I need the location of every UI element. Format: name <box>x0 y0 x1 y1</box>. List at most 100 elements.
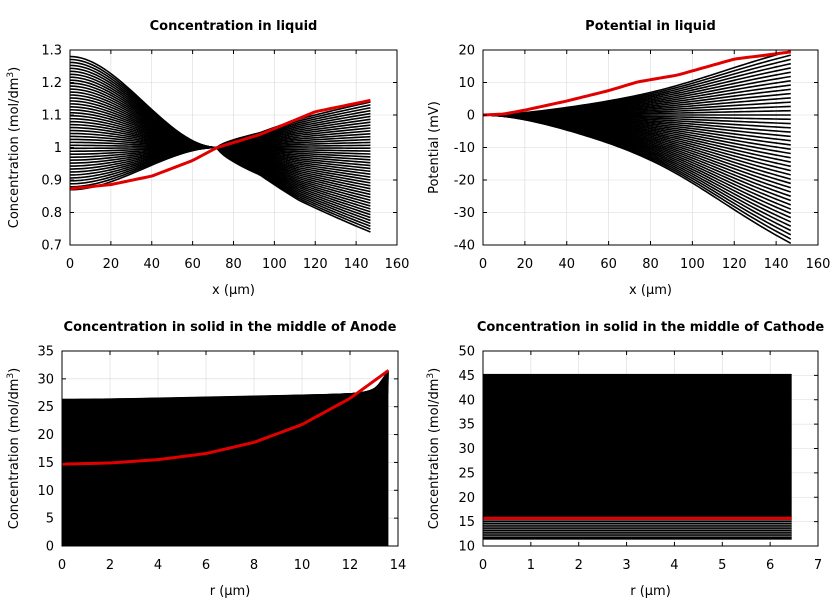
panel-solid-cathode: 0 1 2 3 4 5 6 7101520253035404550Concentration … <box>426 320 824 599</box>
y-tick-label: 1.2 <box>41 76 62 91</box>
y-tick-label: 20 <box>458 491 475 506</box>
x-tick-label: 60 <box>184 257 201 272</box>
y-tick-label: 35 <box>37 345 54 360</box>
y-axis-label: Concentration (mol/dm3) <box>426 368 442 530</box>
series-line-black <box>62 376 389 445</box>
x-tick-label: 12 <box>342 558 359 573</box>
y-tick-label: 5 <box>46 512 54 527</box>
series-line-black <box>62 384 389 422</box>
x-axis-label: r (µm) <box>630 584 671 599</box>
series-fill <box>483 373 792 540</box>
x-tick-label: 120 <box>722 257 747 272</box>
series-line-black <box>62 376 389 447</box>
x-tick-label: 100 <box>262 257 287 272</box>
x-axis-label: x (µm) <box>212 283 255 298</box>
series-line-black <box>62 377 389 442</box>
x-tick-label: 10 <box>294 558 311 573</box>
series-line-black <box>483 114 792 245</box>
series-line-black <box>62 371 389 460</box>
series-line-black <box>62 384 389 424</box>
x-tick-label: 140 <box>344 257 369 272</box>
y-tick-label: -30 <box>454 206 475 221</box>
y-tick-label: 1.1 <box>41 109 62 124</box>
y-tick-label: 0 <box>467 109 475 124</box>
y-tick-label: -10 <box>454 141 475 156</box>
x-tick-label: 80 <box>642 257 659 272</box>
series-line-black <box>62 379 389 439</box>
x-tick-label: 5 <box>718 558 726 573</box>
series-line-red <box>70 98 371 191</box>
x-tick-label: 6 <box>766 558 774 573</box>
y-axis-label: Potential (mV) <box>427 101 442 194</box>
x-tick-label: 20 <box>103 257 120 272</box>
series-line-black <box>70 55 371 233</box>
series-line-black <box>62 381 389 432</box>
x-tick-label: 7 <box>814 558 822 573</box>
y-tick-label: 0.8 <box>41 206 62 221</box>
y-tick-label: -20 <box>454 174 475 189</box>
chart-title: Concentration in solid in the middle of … <box>64 320 397 335</box>
y-tick-label: 0.9 <box>41 174 62 189</box>
x-tick-label: 3 <box>622 558 630 573</box>
chart-title: Potential in liquid <box>585 19 716 34</box>
x-tick-label: 80 <box>225 257 242 272</box>
y-tick-label: 35 <box>458 418 475 433</box>
chart-title: Concentration in solid in the middle of … <box>477 320 825 335</box>
y-tick-label: 25 <box>458 466 475 481</box>
series-line-black <box>62 382 389 429</box>
x-tick-label: 8 <box>250 558 258 573</box>
y-tick-label: 20 <box>37 428 54 443</box>
plot-area <box>62 369 390 546</box>
y-tick-label: 1 <box>54 141 62 156</box>
x-tick-label: 0 <box>66 257 74 272</box>
y-tick-label: 1.3 <box>41 44 62 59</box>
series-line-black <box>62 370 389 465</box>
series-line-black <box>62 372 389 459</box>
x-axis-label: x (µm) <box>629 283 672 298</box>
x-tick-label: 40 <box>558 257 575 272</box>
y-tick-label: 25 <box>37 400 54 415</box>
x-tick-label: 120 <box>303 257 328 272</box>
x-tick-label: 4 <box>154 558 162 573</box>
y-tick-label: 10 <box>458 76 475 91</box>
panel-liquid-concentration: 0 20 40 60 80 100 120 140 160 0.7 0.8 0.9 1 1.1 1.2 1.3… <box>6 19 409 298</box>
x-tick-label: 1 <box>527 558 535 573</box>
series-line-black <box>62 372 389 457</box>
x-tick-label: 40 <box>143 257 160 272</box>
x-tick-label: 2 <box>575 558 583 573</box>
series-line-black <box>62 371 389 462</box>
plot-frame <box>61 350 399 547</box>
y-tick-label: 15 <box>37 456 54 471</box>
series-line-black <box>62 381 389 430</box>
y-tick-label: 10 <box>458 540 475 555</box>
plot-area <box>483 373 792 540</box>
plot-area <box>70 55 371 233</box>
y-tick-label: 50 <box>458 345 475 360</box>
series-line-red <box>62 369 390 466</box>
panel-solid-anode: 0 2 4 6 8 10 12 14 0 5 10 15 20 25 30 35 Concentration i… <box>6 320 406 599</box>
y-tick-label: 30 <box>458 442 475 457</box>
series-line-black <box>62 373 389 455</box>
plot-area <box>483 50 792 245</box>
x-tick-label: 6 <box>202 558 210 573</box>
series-line-black <box>62 375 389 449</box>
series-line-black <box>62 382 389 427</box>
y-axis-label: Concentration (mol/dm3) <box>6 67 22 229</box>
x-tick-label: 0 <box>479 257 487 272</box>
x-tick-label: 4 <box>670 558 678 573</box>
y-tick-label: 0.7 <box>41 239 62 254</box>
y-tick-label: 30 <box>37 372 54 387</box>
y-tick-label: 0 <box>46 540 54 555</box>
x-tick-label: 60 <box>600 257 617 272</box>
y-tick-label: 15 <box>458 515 475 530</box>
x-tick-label: 160 <box>385 257 410 272</box>
x-tick-label: 160 <box>806 257 831 272</box>
series-line-black <box>62 375 389 450</box>
y-tick-label: -40 <box>454 239 475 254</box>
series-line-black <box>62 383 389 426</box>
y-axis-label: Concentration (mol/dm3) <box>6 368 22 530</box>
y-tick-label: 10 <box>37 484 54 499</box>
x-tick-label: 20 <box>517 257 534 272</box>
x-tick-label: 14 <box>390 558 407 573</box>
